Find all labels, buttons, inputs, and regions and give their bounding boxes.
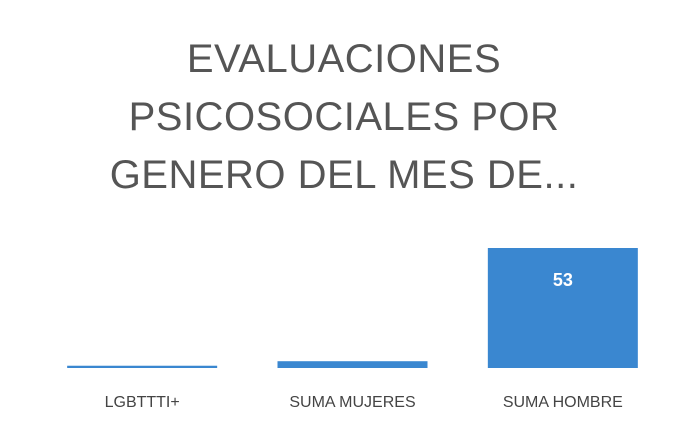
chart-title: EVALUACIONES PSICOSOCIALES POR GENERO DE… <box>109 37 579 197</box>
data-label: 53 <box>553 270 573 290</box>
x-tick-label: SUMA MUJERES <box>289 394 415 411</box>
bar <box>277 361 428 368</box>
bar <box>487 248 638 368</box>
x-tick-label: LGBTTTI+ <box>105 394 180 411</box>
bar <box>67 365 218 368</box>
x-tick-label: SUMA HOMBRE <box>503 394 623 411</box>
